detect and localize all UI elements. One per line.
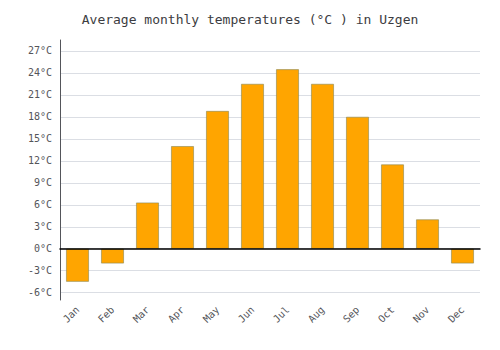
svg-text:6°C: 6°C bbox=[34, 199, 52, 210]
svg-text:Aug: Aug bbox=[306, 304, 327, 325]
svg-text:May: May bbox=[201, 304, 222, 325]
svg-text:9°C: 9°C bbox=[34, 177, 52, 188]
svg-text:Apr: Apr bbox=[166, 304, 187, 325]
svg-text:Jul: Jul bbox=[271, 304, 292, 325]
svg-text:15°C: 15°C bbox=[28, 133, 52, 144]
svg-text:Jun: Jun bbox=[236, 304, 257, 325]
svg-text:Jan: Jan bbox=[61, 304, 82, 325]
svg-text:3°C: 3°C bbox=[34, 221, 52, 232]
svg-text:Nov: Nov bbox=[411, 304, 432, 325]
svg-text:18°C: 18°C bbox=[28, 111, 52, 122]
svg-text:27°C: 27°C bbox=[28, 45, 52, 56]
svg-text:0°C: 0°C bbox=[34, 243, 52, 254]
svg-text:Dec: Dec bbox=[446, 304, 467, 325]
svg-text:-6°C: -6°C bbox=[28, 287, 52, 298]
svg-text:Average monthly temperatures (: Average monthly temperatures (°C ) in Uz… bbox=[82, 12, 419, 27]
svg-text:21°C: 21°C bbox=[28, 89, 52, 100]
svg-text:12°C: 12°C bbox=[28, 155, 52, 166]
svg-text:Oct: Oct bbox=[376, 304, 397, 325]
svg-text:Sep: Sep bbox=[341, 304, 362, 325]
svg-text:-3°C: -3°C bbox=[28, 265, 52, 276]
svg-text:24°C: 24°C bbox=[28, 67, 52, 78]
svg-text:Feb: Feb bbox=[96, 304, 117, 325]
svg-text:Mar: Mar bbox=[131, 304, 152, 325]
